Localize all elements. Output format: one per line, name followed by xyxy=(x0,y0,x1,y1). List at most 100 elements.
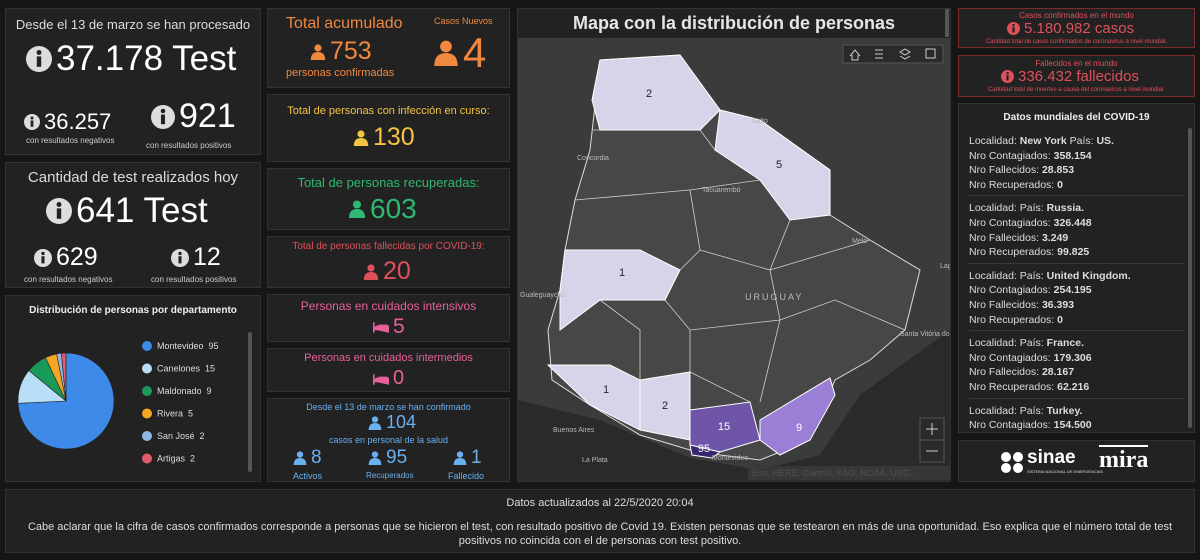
region-value: 2 xyxy=(646,88,652,100)
entry-line: Nro Fallecidos: 28.167 xyxy=(969,365,1184,380)
entry-line: Localidad: País: Turkey. xyxy=(969,404,1184,419)
region-value: 2 xyxy=(662,400,668,412)
number: 336.432 fallecidos xyxy=(1018,68,1139,85)
label: casos en personal de la salud xyxy=(328,435,449,445)
info-icon-holder xyxy=(171,248,189,267)
intensive-panel: Personas en cuidados intensivos 5 xyxy=(267,294,510,342)
entry-label: Nro Fallecidos: xyxy=(969,231,1040,244)
recovered-panel: Total de personas recuperadas: 603 xyxy=(267,168,510,230)
entry-value: Russia. xyxy=(1046,202,1085,215)
legend-name: San José xyxy=(157,431,195,441)
region-value: 1 xyxy=(603,384,609,396)
icon-shape xyxy=(178,251,182,255)
entry-line: Nro Contagiados: 326.448 xyxy=(969,216,1184,231)
entry-line: Localidad: País: United Kingdom. xyxy=(969,269,1184,284)
icon-shape xyxy=(363,271,379,280)
layers-button[interactable] xyxy=(899,48,911,60)
bed-icon-holder xyxy=(373,371,389,387)
basemap-button[interactable] xyxy=(925,48,936,59)
accumulated-panel: Total acumulado 753 personas confirmadas… xyxy=(267,8,510,88)
list-button[interactable] xyxy=(875,49,883,59)
person-icon xyxy=(293,451,307,465)
intermediate-panel: Personas en cuidados intermedios 0 xyxy=(267,348,510,392)
legend-value: 2 xyxy=(200,431,205,441)
number: 20 xyxy=(383,257,411,285)
place-label: Salto xyxy=(752,118,768,125)
info-icon xyxy=(1007,22,1020,35)
panel-title: Total de personas recuperadas: xyxy=(297,175,480,190)
icon-shape xyxy=(373,322,389,333)
panel-title: Total acumulado xyxy=(286,15,403,32)
legend-name: Rivera xyxy=(157,409,183,419)
label: Recuperados xyxy=(366,471,414,480)
mira-logo: mira xyxy=(1099,445,1149,473)
icon-shape xyxy=(36,56,42,67)
scrollbar xyxy=(1188,128,1192,428)
place-label: URUGUAY xyxy=(745,292,803,302)
person-icon-holder xyxy=(348,200,366,218)
home-button[interactable] xyxy=(849,49,861,61)
label: Fallecido xyxy=(448,471,485,481)
icon-shape xyxy=(30,120,34,127)
pie-slice xyxy=(60,352,67,402)
person-icon-holder xyxy=(353,129,369,146)
toolbar[interactable] xyxy=(842,44,944,64)
entry-value: 254.195 xyxy=(1053,284,1092,297)
legend-swatch xyxy=(142,363,152,374)
panel-title: Total de personas con infección en curso… xyxy=(287,105,490,117)
icon-shape xyxy=(41,255,45,263)
entry-line: Nro Recuperados: 0 xyxy=(969,178,1184,193)
entry-line: Nro Recuperados: 0 xyxy=(969,313,1184,328)
icon-shape xyxy=(357,129,365,138)
legend-swatch xyxy=(142,341,152,351)
entry-value: 179.306 xyxy=(1053,351,1092,364)
map-controls[interactable] xyxy=(518,44,945,463)
icon-shape xyxy=(453,458,467,465)
icon-shape xyxy=(293,458,307,465)
place-label: La Plata xyxy=(582,457,608,464)
entry-value: 36.393 xyxy=(1041,298,1075,311)
icon-shape xyxy=(314,43,322,52)
info-icon xyxy=(26,46,52,72)
entry-line: Localidad: New York País: US. xyxy=(969,134,1184,149)
bed-icon-holder xyxy=(373,319,389,335)
world-deaths-panel: Fallecidos en el mundo 336.432 fallecido… xyxy=(958,55,1195,97)
number: 12 xyxy=(193,243,221,271)
person-icon xyxy=(434,40,458,66)
place-label: Concordia xyxy=(577,155,609,162)
person-icon xyxy=(368,415,382,430)
person-icon-holder xyxy=(363,263,379,280)
icon-shape xyxy=(30,116,34,120)
info-icon-holder xyxy=(34,248,52,267)
entry-label: Nro Contagiados: xyxy=(969,351,1051,364)
icon-shape xyxy=(367,263,375,272)
person-icon-holder xyxy=(310,43,326,60)
entry-label: País: xyxy=(1069,135,1094,147)
icon-shape xyxy=(348,209,366,218)
panel-title: Cantidad de test realizados hoy xyxy=(27,169,239,186)
entry-label: Nro Fallecidos: xyxy=(969,164,1040,177)
number: 36.257 xyxy=(44,109,112,134)
icon-shape xyxy=(160,108,166,113)
entry-label: Nro Contagiados: xyxy=(969,419,1051,432)
footer-note: Cabe aclarar que la cifra de casos confi… xyxy=(27,521,1173,547)
icon-shape xyxy=(1012,24,1015,27)
info-icon-holder xyxy=(24,114,40,130)
entry-label: Nro Fallecidos: xyxy=(969,298,1040,311)
number: 603 xyxy=(370,193,417,224)
info-icon-holder xyxy=(1007,22,1020,35)
water xyxy=(518,330,950,481)
icon-shape xyxy=(1006,75,1009,81)
place-label: Montevideo xyxy=(712,455,748,462)
icon-shape xyxy=(371,415,379,423)
legend-swatch xyxy=(142,408,152,419)
entry-label: Nro Fallecidos: xyxy=(969,366,1040,379)
legend-name: Artigas xyxy=(157,454,186,464)
number: 104 xyxy=(386,412,417,432)
entry-line: Nro Fallecidos: 36.393 xyxy=(969,298,1184,313)
legend-value: 15 xyxy=(205,364,215,374)
icon-shape xyxy=(440,40,452,53)
person-icon xyxy=(363,263,379,280)
place-label: Santa Vitória do Palmar xyxy=(900,331,950,338)
